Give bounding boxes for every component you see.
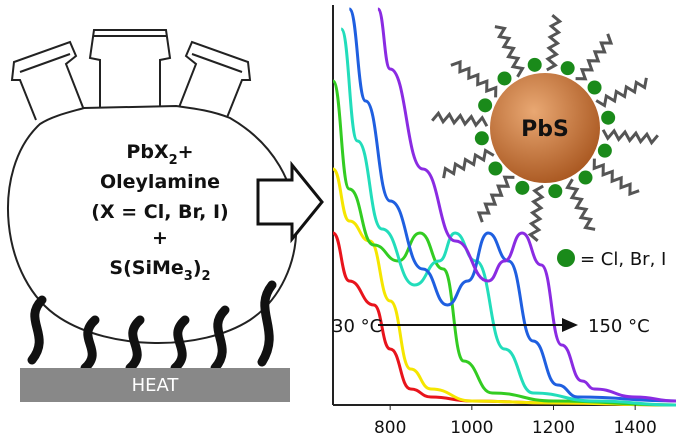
arrow-head [562, 318, 578, 332]
x-tick-label: 800 [374, 418, 406, 438]
heat-plate [20, 368, 290, 402]
ligand [601, 128, 659, 146]
halide-dots [474, 57, 616, 199]
nanoparticle [490, 73, 600, 183]
spectrum [376, 7, 677, 403]
legend-label: = Cl, Br, I [580, 249, 666, 270]
reagent-line: Oleylamine [100, 171, 220, 193]
spectrum [332, 167, 677, 407]
ligand [595, 77, 648, 108]
annotation-end: 150 °C [588, 316, 650, 337]
reagent-line: S(SiMe3)2 [109, 257, 210, 284]
ligand [527, 184, 545, 242]
halide [548, 184, 563, 199]
x-tick-label: 1200 [532, 418, 575, 438]
halide [478, 98, 493, 113]
reagent-line: (X = Cl, Br, I) [91, 201, 228, 223]
spectrum [339, 27, 677, 407]
particle-label: PbS [521, 117, 569, 142]
ligand [545, 14, 563, 72]
halide [587, 80, 602, 95]
halide [474, 131, 489, 146]
halide [488, 161, 503, 176]
spectra [331, 7, 677, 407]
ligand [575, 33, 614, 81]
reagent-line: + [152, 227, 168, 249]
ligand [442, 148, 495, 179]
ligands [431, 14, 659, 242]
annotation-start: 30 °C [332, 316, 382, 337]
halide [515, 180, 530, 195]
heat-waves [27, 280, 277, 373]
legend-dot [557, 249, 575, 267]
halide [560, 61, 575, 76]
ligand [494, 25, 525, 78]
reagent-line: PbX2+ [126, 141, 193, 168]
ligand [431, 110, 489, 128]
halide [597, 143, 612, 158]
halide [527, 57, 542, 72]
flask [6, 29, 298, 344]
ligand [476, 175, 515, 223]
halide [497, 71, 512, 86]
ligand [592, 158, 640, 197]
heat-label: HEAT [132, 375, 180, 396]
ligand [565, 178, 596, 231]
halide [578, 170, 593, 185]
process-arrow [256, 160, 324, 244]
x-tick-label: 1000 [450, 418, 493, 438]
x-tick-label: 1400 [614, 418, 657, 438]
halide [601, 110, 616, 125]
ligand [450, 59, 498, 98]
